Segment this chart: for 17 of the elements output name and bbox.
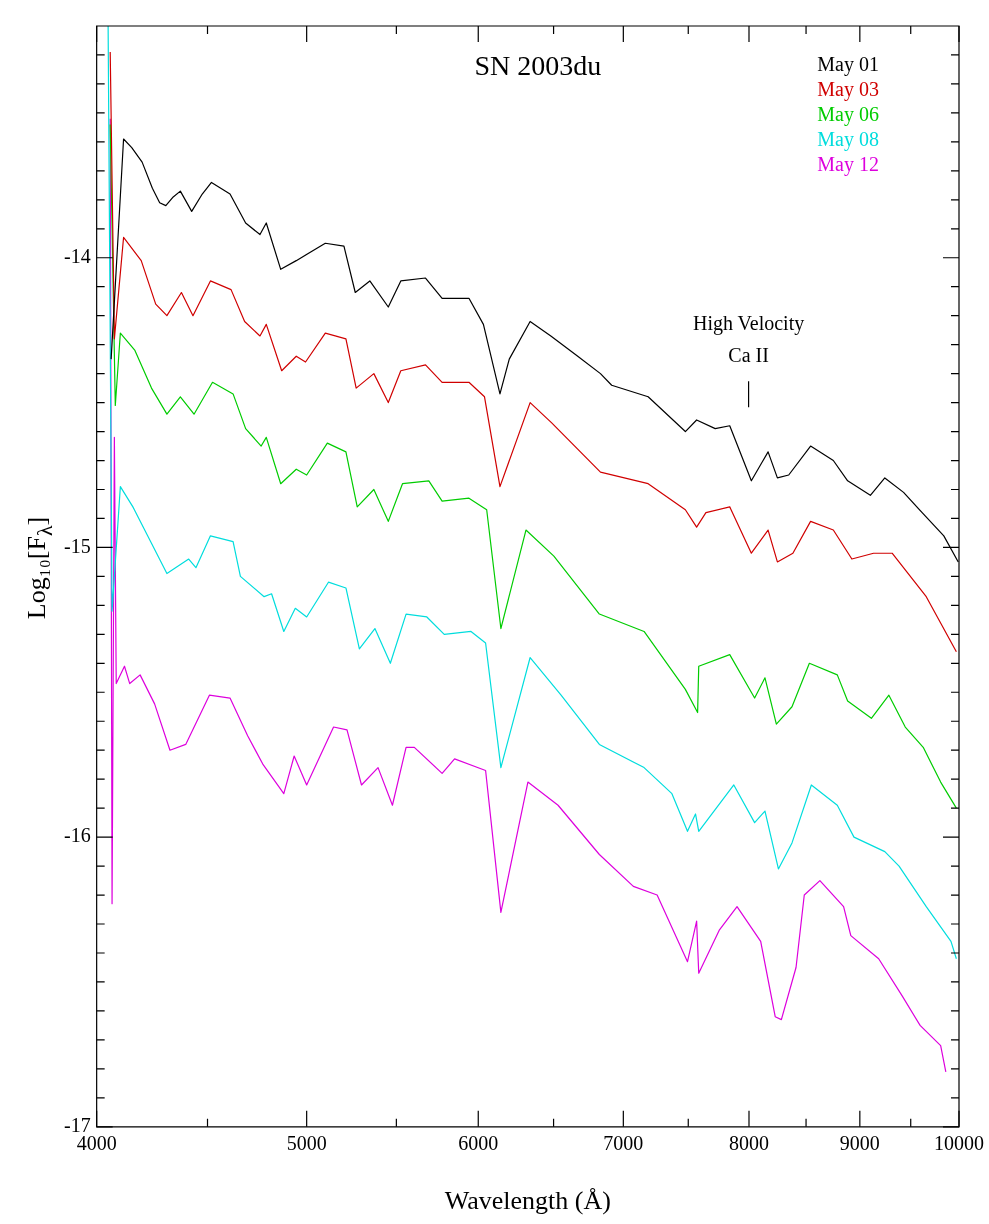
x-tick-label: 10000 [934,1132,984,1155]
x-tick-label: 9000 [839,1132,880,1155]
x-axis-title: Wavelength (Å) [444,1186,611,1216]
x-tick-label: 6000 [458,1132,499,1155]
x-tick-label: 5000 [286,1132,327,1155]
text: SN 2003du [474,50,602,82]
y-tick-label: -16 [63,824,91,847]
text: May 08 [817,127,879,152]
annotation: High Velocity Ca II [692,312,805,367]
text: May 03 [817,77,879,102]
text: May 12 [817,152,879,177]
y-tick-label: -14 [63,245,91,267]
y-tick-label: -15 [63,534,91,557]
text: May 06 [817,102,879,127]
x-tick-label: 8000 [729,1132,769,1155]
x-tick-label: 7000 [603,1132,644,1155]
legend-label: May 01 [817,52,879,77]
